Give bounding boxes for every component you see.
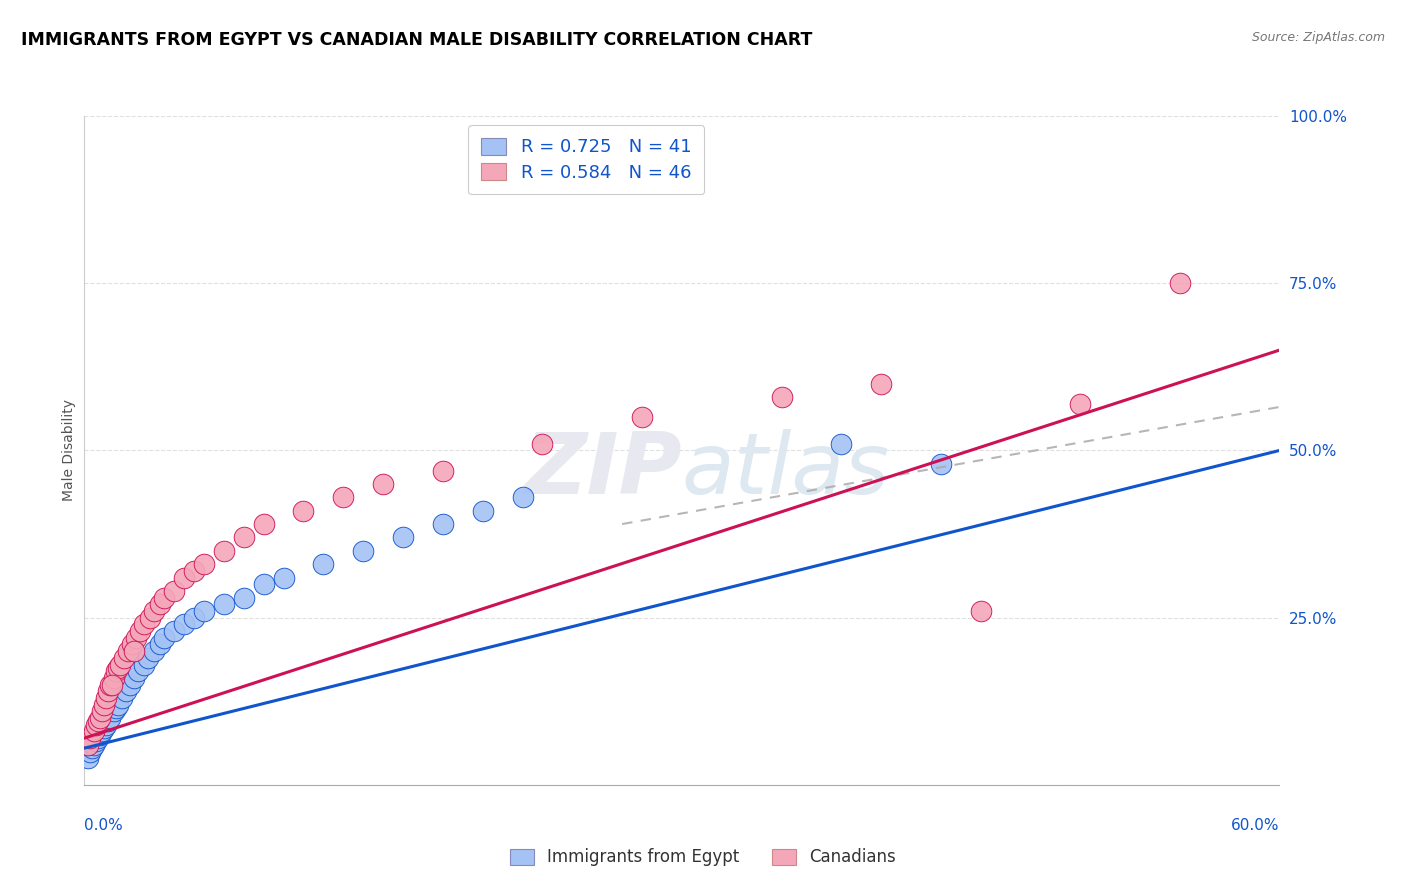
Point <box>183 611 205 625</box>
Point <box>631 410 654 425</box>
Point <box>98 678 121 692</box>
Point <box>107 661 129 675</box>
Point <box>89 728 111 742</box>
Point <box>93 721 115 735</box>
Point <box>115 684 138 698</box>
Point <box>136 651 159 665</box>
Point <box>232 530 254 544</box>
Point <box>531 436 554 450</box>
Point <box>91 705 114 719</box>
Point <box>101 678 124 692</box>
Text: 60.0%: 60.0% <box>1232 819 1279 833</box>
Point <box>512 490 534 504</box>
Point <box>103 671 125 685</box>
Legend: R = 0.725   N = 41, R = 0.584   N = 46: R = 0.725 N = 41, R = 0.584 N = 46 <box>468 125 704 194</box>
Point <box>83 738 105 752</box>
Text: IMMIGRANTS FROM EGYPT VS CANADIAN MALE DISABILITY CORRELATION CHART: IMMIGRANTS FROM EGYPT VS CANADIAN MALE D… <box>21 31 813 49</box>
Point <box>163 624 186 639</box>
Point <box>149 598 172 612</box>
Point <box>143 644 166 658</box>
Point <box>1168 277 1191 291</box>
Point <box>173 617 195 632</box>
Point <box>125 631 148 645</box>
Point <box>105 701 128 715</box>
Point <box>98 711 121 725</box>
Point <box>212 598 235 612</box>
Point <box>110 657 132 672</box>
Text: 0.0%: 0.0% <box>84 819 124 833</box>
Point <box>253 577 276 591</box>
Point <box>332 490 354 504</box>
Point <box>107 698 129 712</box>
Point <box>193 557 215 572</box>
Point <box>105 664 128 679</box>
Point <box>77 751 100 765</box>
Point <box>232 591 254 605</box>
Point <box>149 637 172 651</box>
Point <box>127 664 149 679</box>
Point <box>273 571 295 585</box>
Point <box>77 738 100 752</box>
Point <box>139 611 162 625</box>
Text: atlas: atlas <box>682 429 890 512</box>
Point <box>253 516 276 531</box>
Point <box>392 530 415 544</box>
Point <box>432 464 454 478</box>
Point <box>103 705 125 719</box>
Point <box>830 436 852 450</box>
Point <box>352 544 374 558</box>
Text: ZIP: ZIP <box>524 429 682 512</box>
Point <box>91 724 114 739</box>
Point <box>292 503 315 517</box>
Point <box>153 631 176 645</box>
Point <box>163 584 186 599</box>
Point <box>79 731 101 746</box>
Point <box>97 684 120 698</box>
Point <box>183 564 205 578</box>
Legend: Immigrants from Egypt, Canadians: Immigrants from Egypt, Canadians <box>502 840 904 875</box>
Point <box>132 657 156 672</box>
Point <box>153 591 176 605</box>
Point <box>82 741 104 756</box>
Point <box>143 604 166 618</box>
Point <box>870 376 893 391</box>
Point <box>111 690 134 705</box>
Point <box>122 644 145 658</box>
Point <box>671 176 693 190</box>
Point <box>79 744 101 758</box>
Point <box>312 557 335 572</box>
Point <box>93 698 115 712</box>
Point <box>129 624 152 639</box>
Point <box>1069 396 1091 410</box>
Point <box>96 690 118 705</box>
Point <box>132 617 156 632</box>
Point <box>96 717 118 731</box>
Point <box>117 644 139 658</box>
Point <box>121 637 143 651</box>
Point <box>970 604 993 618</box>
Point <box>373 476 395 491</box>
Point <box>122 671 145 685</box>
Point <box>87 731 110 746</box>
Point <box>89 711 111 725</box>
Point <box>471 503 494 517</box>
Point <box>97 714 120 729</box>
Point <box>193 604 215 618</box>
Point <box>770 390 793 404</box>
Point <box>120 678 142 692</box>
Point <box>212 544 235 558</box>
Point <box>173 571 195 585</box>
Text: Source: ZipAtlas.com: Source: ZipAtlas.com <box>1251 31 1385 45</box>
Point <box>929 457 952 471</box>
Point <box>432 516 454 531</box>
Point <box>112 651 135 665</box>
Point <box>86 717 108 731</box>
Point <box>83 724 105 739</box>
Y-axis label: Male Disability: Male Disability <box>62 400 76 501</box>
Point <box>87 714 110 729</box>
Point <box>86 734 108 748</box>
